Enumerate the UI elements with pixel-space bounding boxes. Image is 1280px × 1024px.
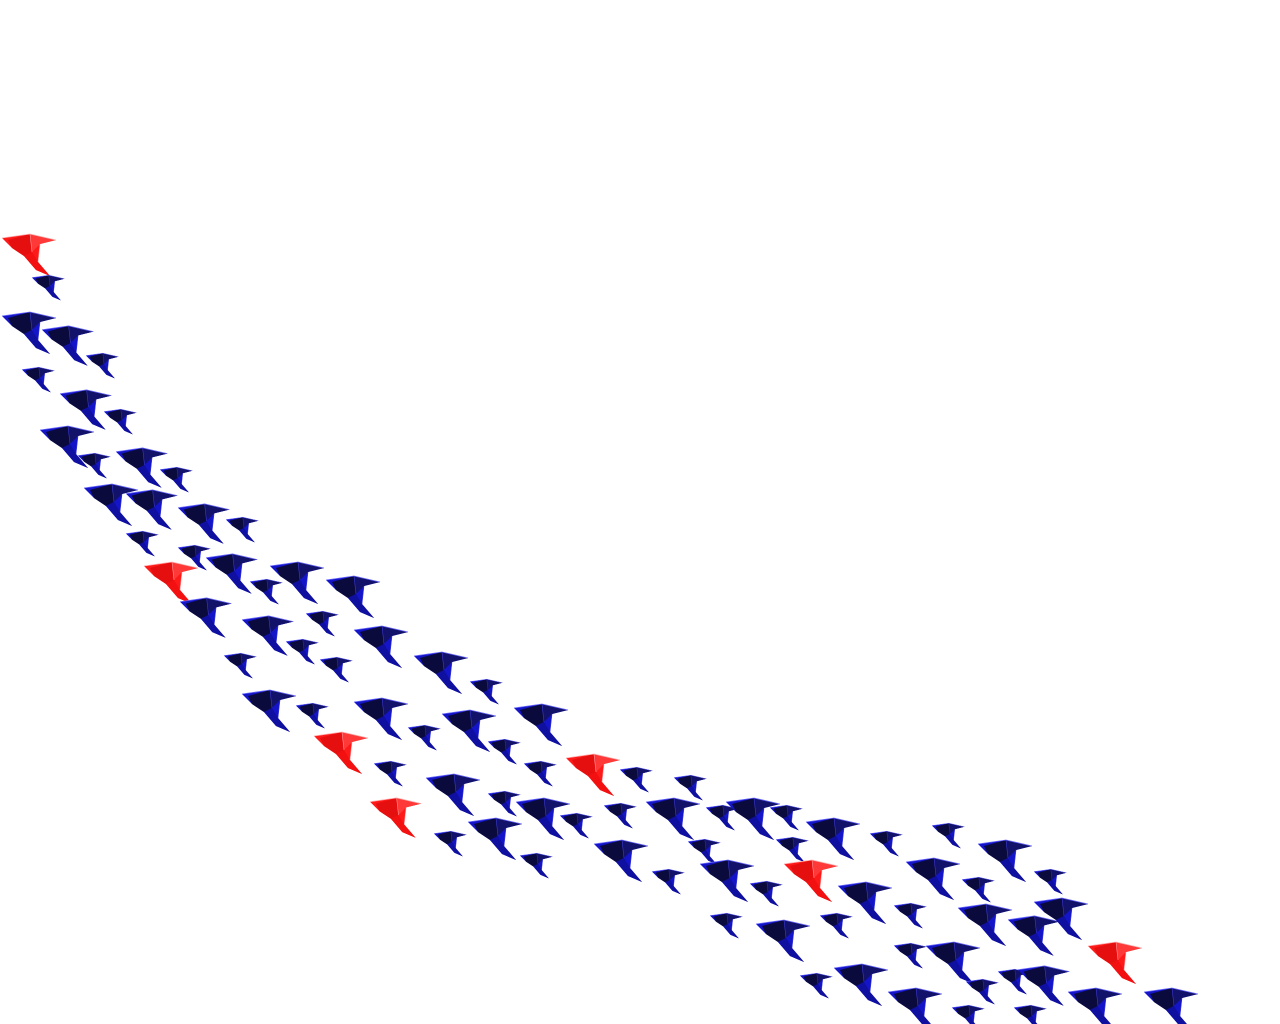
blue-origami-bird-icon xyxy=(755,919,811,963)
blue-origami-bird-icon xyxy=(1007,915,1060,957)
blue-origami-bird-icon xyxy=(249,578,283,605)
blue-origami-bird-icon xyxy=(77,452,111,479)
blue-origami-bird-icon xyxy=(413,651,469,695)
blue-origami-bird-icon xyxy=(31,274,65,301)
blue-origami-bird-icon xyxy=(513,703,569,747)
blue-origami-bird-icon xyxy=(603,802,637,829)
blue-origami-bird-icon xyxy=(433,830,467,857)
blue-origami-bird-icon xyxy=(799,972,833,999)
blue-origami-bird-icon xyxy=(699,859,755,903)
blue-origami-bird-icon xyxy=(687,838,721,865)
blue-origami-bird-icon xyxy=(965,978,999,1005)
blue-origami-bird-icon xyxy=(83,483,139,527)
blue-origami-bird-icon xyxy=(241,615,294,657)
blue-origami-bird-icon xyxy=(869,830,903,857)
blue-origami-bird-icon xyxy=(85,352,119,379)
red-origami-bird-icon xyxy=(565,753,621,797)
red-origami-bird-icon xyxy=(143,561,199,605)
blue-origami-bird-icon xyxy=(925,941,981,985)
blue-origami-bird-icon xyxy=(1013,1004,1047,1024)
blue-origami-bird-icon xyxy=(59,389,112,431)
blue-origami-bird-icon xyxy=(523,760,557,787)
blue-origami-bird-icon xyxy=(887,987,943,1024)
blue-origami-bird-icon xyxy=(225,516,259,543)
blue-origami-bird-icon xyxy=(957,903,1013,947)
blue-origami-bird-icon xyxy=(515,797,571,841)
blue-origami-bird-icon xyxy=(833,963,889,1007)
blue-origami-bird-icon xyxy=(177,503,230,545)
blue-origami-bird-icon xyxy=(179,597,232,639)
blue-origami-bird-icon xyxy=(905,857,961,901)
birds-layer xyxy=(1,233,1199,1024)
blue-origami-bird-icon xyxy=(893,942,927,969)
blue-origami-bird-icon xyxy=(305,610,339,637)
blue-origami-bird-icon xyxy=(709,912,743,939)
blue-origami-bird-icon xyxy=(285,638,319,665)
blue-origami-bird-icon xyxy=(407,724,441,751)
blue-origami-bird-icon xyxy=(353,625,409,669)
blue-origami-bird-icon xyxy=(469,678,503,705)
blue-origami-bird-icon xyxy=(353,697,409,741)
blue-origami-bird-icon xyxy=(725,797,781,841)
blue-origami-bird-icon xyxy=(519,852,553,879)
blue-origami-bird-icon xyxy=(325,575,381,619)
blue-origami-bird-icon xyxy=(487,790,521,817)
blue-origami-bird-icon xyxy=(205,553,258,595)
blue-origami-bird-icon xyxy=(819,912,853,939)
blue-origami-bird-icon xyxy=(673,774,707,801)
blue-origami-bird-icon xyxy=(1067,987,1123,1024)
blue-origami-bird-icon xyxy=(125,489,178,531)
blue-origami-bird-icon xyxy=(441,709,497,753)
blue-origami-bird-icon xyxy=(651,868,685,895)
blue-origami-bird-icon xyxy=(319,656,353,683)
blue-origami-bird-icon xyxy=(593,839,649,883)
blue-origami-bird-icon xyxy=(559,812,593,839)
blue-origami-bird-icon xyxy=(1143,987,1199,1024)
blue-origami-bird-icon xyxy=(103,408,137,435)
blue-origami-bird-icon xyxy=(977,839,1033,883)
blue-origami-bird-icon xyxy=(425,773,481,817)
blue-origami-bird-icon xyxy=(487,738,521,765)
blue-origami-bird-icon xyxy=(619,766,653,793)
blue-origami-bird-icon xyxy=(115,447,168,489)
blue-origami-bird-icon xyxy=(775,836,809,863)
blue-origami-bird-icon xyxy=(805,817,861,861)
blue-origami-bird-icon xyxy=(159,466,193,493)
blue-origami-bird-icon xyxy=(373,760,407,787)
blue-origami-bird-icon xyxy=(931,822,965,849)
blue-origami-bird-icon xyxy=(467,817,523,861)
blue-origami-bird-icon xyxy=(41,325,94,367)
blue-origami-bird-icon xyxy=(223,652,257,679)
blue-origami-bird-icon xyxy=(241,689,297,733)
blue-origami-bird-icon xyxy=(951,1004,985,1024)
blue-origami-bird-icon xyxy=(769,804,803,831)
blue-origami-bird-icon xyxy=(893,902,927,929)
red-origami-bird-icon xyxy=(783,859,839,903)
blue-origami-bird-icon xyxy=(961,876,995,903)
blue-origami-bird-icon xyxy=(1017,965,1070,1007)
red-origami-bird-icon xyxy=(369,797,422,839)
blue-origami-bird-icon xyxy=(749,880,783,907)
blue-origami-bird-icon xyxy=(125,530,159,557)
red-origami-bird-icon xyxy=(1087,941,1143,985)
blue-origami-bird-icon xyxy=(1033,868,1067,895)
red-origami-bird-icon xyxy=(1,233,57,277)
blue-origami-bird-icon xyxy=(645,797,701,841)
blue-origami-bird-icon xyxy=(21,366,55,393)
red-origami-bird-icon xyxy=(313,731,369,775)
blue-origami-bird-icon xyxy=(295,702,329,729)
